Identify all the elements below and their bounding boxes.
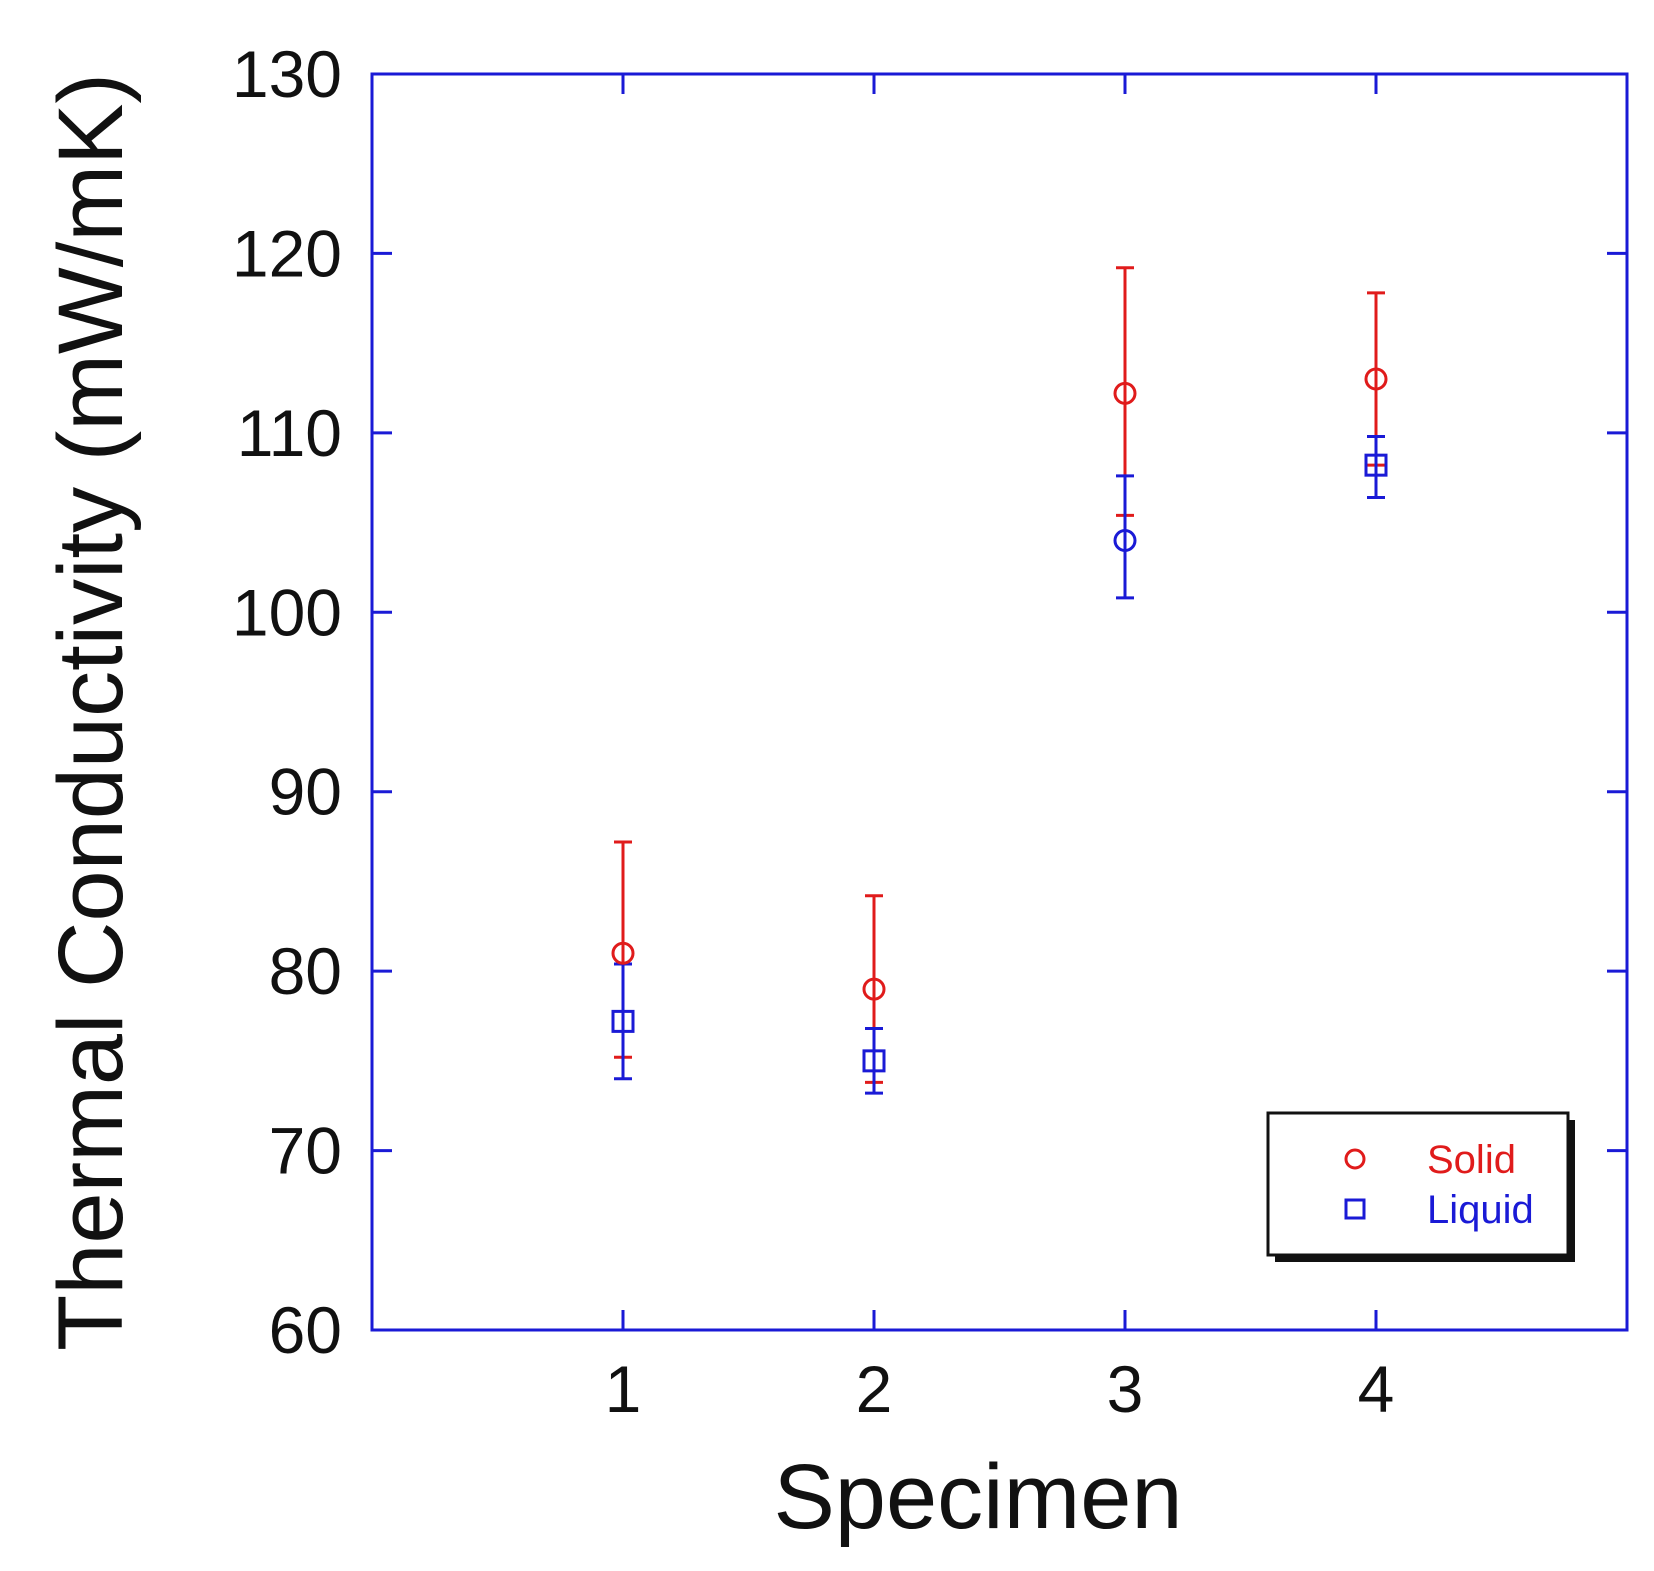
axis-ticks (372, 72, 1627, 1332)
point-liquid-4 (1364, 453, 1388, 477)
legend-marker-liquid (1344, 1198, 1366, 1220)
y-tick-label: 90 (269, 755, 342, 829)
axis-tick-labels: 60 70 80 90 100 110 120 130 1 2 3 4 (232, 37, 1394, 1426)
point-solid-3 (1113, 381, 1137, 405)
y-tick-label: 130 (232, 37, 342, 111)
plot-frame (370, 72, 1629, 1332)
y-tick-label: 100 (232, 575, 342, 649)
legend-marker-solid (1344, 1148, 1366, 1170)
x-axis-title: Specimen (773, 1446, 1182, 1548)
legend-label-solid: Solid (1427, 1138, 1516, 1182)
data-markers (611, 367, 1388, 1073)
legend: Solid Liquid (1266, 1111, 1575, 1262)
y-tick-label: 70 (269, 1114, 342, 1188)
x-tick-label: 1 (605, 1352, 642, 1426)
x-tick-label: 2 (856, 1352, 893, 1426)
point-liquid-1 (611, 1009, 635, 1033)
point-liquid-2 (862, 1049, 886, 1073)
y-tick-label: 120 (232, 216, 342, 290)
point-solid-4 (1364, 367, 1388, 391)
legend-items: Solid Liquid (1344, 1138, 1534, 1232)
y-tick-label: 60 (269, 1293, 342, 1367)
legend-label-liquid: Liquid (1427, 1188, 1534, 1232)
point-solid-2 (862, 977, 886, 1001)
y-axis-title: Thermal Conductivity (mW/mK) (40, 73, 142, 1351)
y-tick-label: 110 (237, 396, 342, 470)
point-liquid-3 (1113, 529, 1137, 553)
legend-box (1266, 1111, 1570, 1257)
y-tick-label: 80 (269, 934, 342, 1008)
x-tick-label: 3 (1107, 1352, 1144, 1426)
point-solid-1 (611, 941, 635, 965)
x-tick-label: 4 (1358, 1352, 1395, 1426)
